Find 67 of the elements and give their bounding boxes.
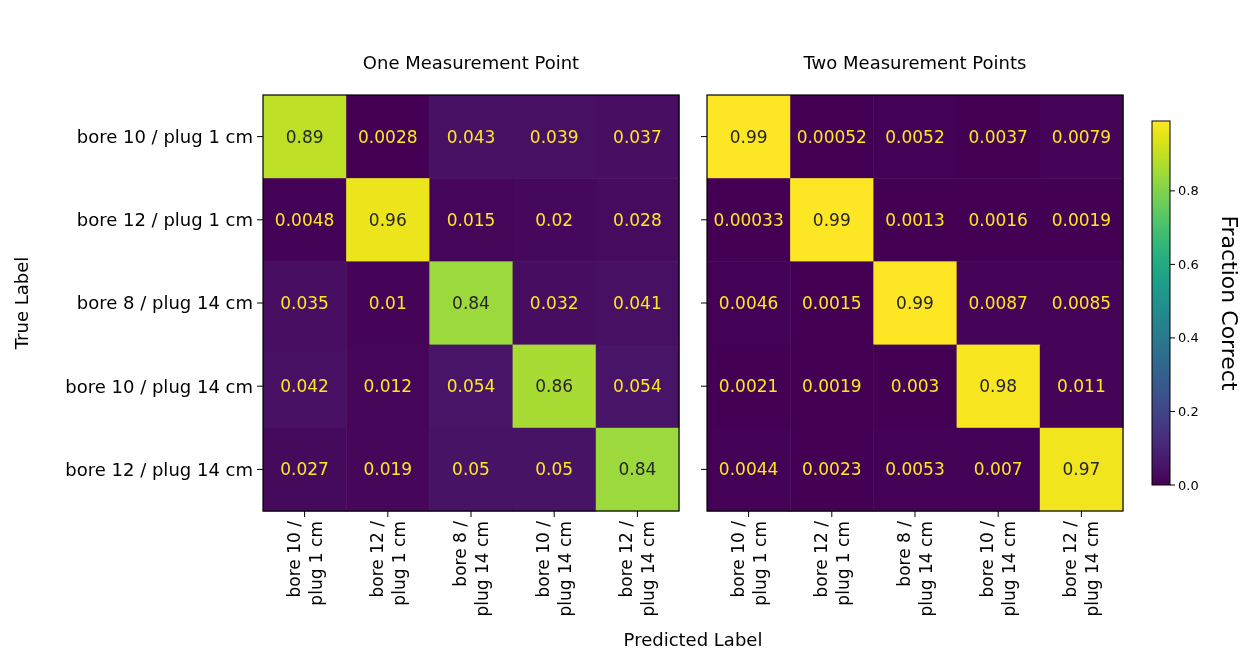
data-label: 0.0053	[885, 459, 945, 480]
data-label: 0.05	[452, 459, 490, 480]
data-label: 0.99	[812, 209, 851, 230]
data-label: 0.012	[363, 376, 413, 397]
data-label: 0.96	[368, 209, 407, 230]
data-label: 0.042	[280, 376, 329, 397]
data-label: 0.97	[1062, 459, 1101, 480]
data-label: 0.0044	[718, 459, 779, 480]
data-label: 0.041	[613, 292, 662, 313]
y-tick-label: bore 12 / plug 14 cm	[65, 458, 253, 480]
data-label: 0.84	[618, 459, 657, 480]
data-label: 0.011	[1057, 376, 1106, 397]
color-bar-title: Fraction Correct	[1217, 215, 1242, 391]
y-axis-title: True Label	[11, 256, 32, 351]
x-tick-label: bore 10 / plug 1 cm	[727, 520, 770, 606]
data-label: 0.035	[280, 292, 329, 313]
data-label: 0.0015	[802, 292, 862, 313]
data-label: 0.032	[529, 292, 579, 313]
data-label: 0.89	[285, 126, 324, 147]
data-label: 0.0021	[718, 376, 779, 397]
y-tick-label: bore 8 / plug 14 cm	[76, 292, 253, 314]
data-label: 0.0046	[718, 292, 779, 313]
data-label: 0.00052	[796, 126, 867, 147]
color-bar-label: 0.4	[1178, 330, 1199, 346]
chart-title: Two Measurement Points	[802, 52, 1027, 73]
color-bar-label: 0.2	[1178, 404, 1199, 420]
x-axis-title: Predicted Label	[623, 629, 763, 650]
data-label: 0.037	[613, 126, 662, 147]
data-label: 0.0037	[968, 126, 1028, 147]
data-label: 0.01	[368, 292, 407, 313]
y-tick-label: bore 10 / plug 14 cm	[65, 375, 253, 397]
data-label: 0.027	[280, 459, 329, 480]
data-label: 0.019	[363, 459, 413, 480]
color-bar-label: 0.8	[1178, 183, 1199, 199]
data-label: 0.00033	[713, 209, 784, 230]
y-tick-label: bore 12 / plug 1 cm	[76, 209, 253, 231]
data-label: 0.0028	[358, 126, 418, 147]
data-label: 0.028	[613, 209, 662, 230]
data-label: 0.84	[452, 292, 490, 313]
data-label: 0.0019	[802, 376, 862, 397]
data-label: 0.0023	[802, 459, 862, 480]
data-label: 0.003	[890, 376, 940, 397]
data-label: 0.86	[535, 376, 574, 397]
data-label: 0.054	[446, 376, 496, 397]
color-bar-label: 0.0	[1178, 477, 1199, 493]
data-label: 0.02	[535, 209, 574, 230]
x-tick-label: bore 10 / plug 1 cm	[283, 520, 326, 606]
data-label: 0.054	[613, 376, 662, 397]
data-label: 0.043	[446, 126, 496, 147]
data-label: 0.0048	[274, 209, 335, 230]
chart-title: One Measurement Point	[362, 52, 580, 73]
data-label: 0.05	[535, 459, 574, 480]
data-label: 0.007	[973, 459, 1023, 480]
data-label: 0.0019	[1051, 209, 1112, 230]
data-label: 0.0085	[1051, 292, 1112, 313]
data-label: 0.0087	[968, 292, 1028, 313]
data-label: 0.0016	[968, 209, 1028, 230]
data-label: 0.039	[529, 126, 579, 147]
y-tick-label: bore 10 / plug 1 cm	[76, 125, 253, 147]
data-label: 0.99	[896, 292, 934, 313]
color-bar-label: 0.6	[1178, 256, 1199, 272]
data-label: 0.99	[729, 126, 768, 147]
data-label: 0.015	[446, 209, 496, 230]
data-label: 0.0013	[885, 209, 945, 230]
data-label: 0.0079	[1051, 126, 1112, 147]
data-label: 0.0052	[885, 126, 945, 147]
data-label: 0.98	[979, 376, 1018, 397]
